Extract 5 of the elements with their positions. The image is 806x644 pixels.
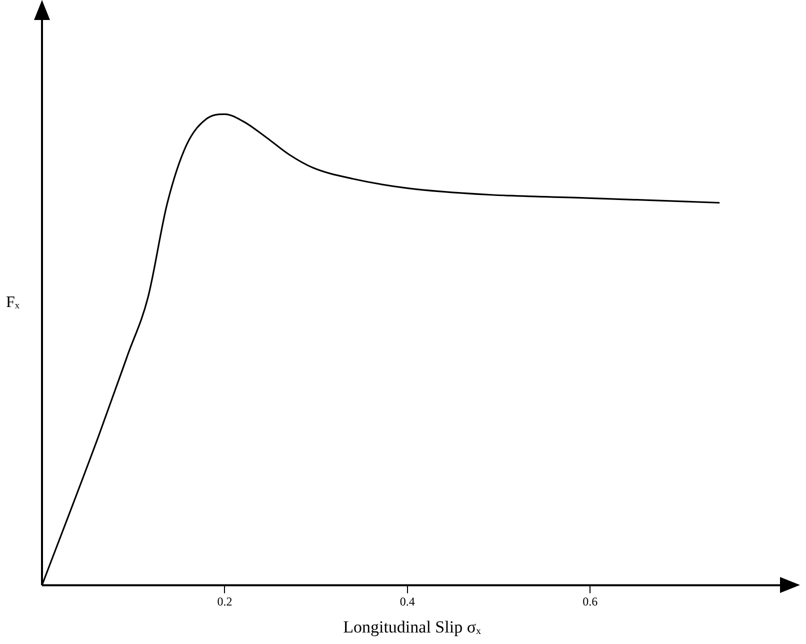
x-axis-title: Longitudinal Slip σₓ <box>343 617 481 636</box>
x-tick-label: 0.4 <box>400 594 415 609</box>
y-axis-title: Fₓ <box>6 294 20 311</box>
x-tick-label: 0.6 <box>582 594 598 609</box>
x-tick-label: 0.2 <box>217 594 232 609</box>
